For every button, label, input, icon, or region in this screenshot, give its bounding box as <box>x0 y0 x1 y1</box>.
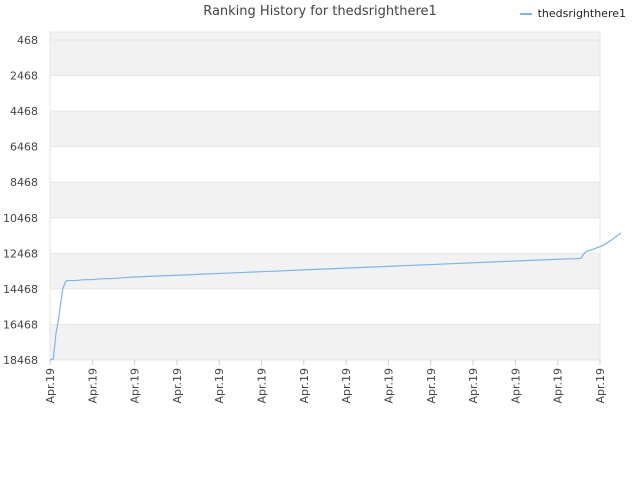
y-tick-label: 468 <box>17 34 38 47</box>
y-tick-label: 6468 <box>10 141 38 154</box>
plot-band <box>50 146 600 183</box>
y-tick-label: 8468 <box>10 176 38 189</box>
chart-title: Ranking History for thedsrighthere1 <box>203 4 437 19</box>
x-tick-label: Apr.19 <box>425 368 438 404</box>
legend[interactable]: thedsrighthere1 <box>519 7 626 20</box>
y-tick-label: 16468 <box>3 318 38 331</box>
plot-band <box>50 182 600 218</box>
x-tick-label: Apr.19 <box>171 368 184 404</box>
x-tick-label: Apr.19 <box>129 368 142 404</box>
plot-band <box>50 217 600 254</box>
plot-band <box>50 32 600 40</box>
y-tick-label: 12468 <box>3 247 38 260</box>
legend-label-series-0: thedsrighthere1 <box>537 7 626 20</box>
series-line-0 <box>49 232 622 361</box>
y-tick-label: 2468 <box>10 70 38 83</box>
x-tick-label: Apr.19 <box>298 368 311 404</box>
x-tick-label: Apr.19 <box>594 368 607 404</box>
plot-band <box>50 111 600 147</box>
x-tick-label: Apr.19 <box>509 368 522 404</box>
x-tick-label: Apr.19 <box>467 368 480 404</box>
plot-band <box>50 253 600 289</box>
y-tick-label: 10468 <box>3 212 38 225</box>
plot-band <box>50 288 600 325</box>
x-tick-label: Apr.19 <box>213 368 226 404</box>
plot-band <box>50 324 600 360</box>
plot-border <box>49 31 601 361</box>
x-tick-label: Apr.19 <box>256 368 269 404</box>
x-tick-label: Apr.19 <box>86 368 99 404</box>
plot-band <box>50 40 600 76</box>
y-tick-label: 4468 <box>10 105 38 118</box>
y-tick-label: 18468 <box>3 354 38 367</box>
x-tick-label: Apr.19 <box>44 368 57 404</box>
x-tick-label: Apr.19 <box>340 368 353 404</box>
legend-swatch <box>519 12 532 15</box>
x-tick-label: Apr.19 <box>552 368 565 404</box>
y-tick-label: 14468 <box>3 283 38 296</box>
plot-band <box>50 75 600 112</box>
x-tick-label: Apr.19 <box>382 368 395 404</box>
